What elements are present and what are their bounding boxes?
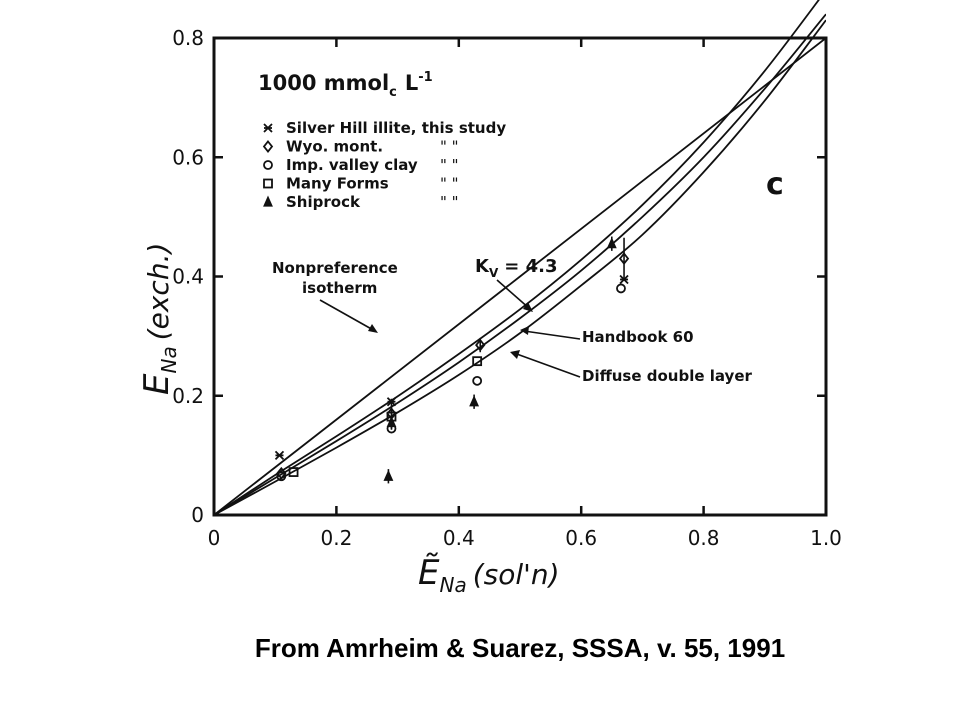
legend-marker-asterisk: [263, 123, 273, 133]
x-tick-label: 1.0: [810, 526, 842, 550]
x-tick-label: 0.2: [320, 526, 352, 550]
annotation-arrowhead: [520, 326, 529, 335]
y-tick-label: 0.6: [172, 145, 204, 169]
legend-label: Shiprock: [286, 193, 361, 211]
data-point-diamond: [475, 338, 486, 352]
x-tick-label: 0: [208, 526, 221, 550]
axis-titles: ẼNa (sol'n) ENa(exch.): [137, 243, 560, 597]
data-point-circle: [472, 375, 483, 386]
annotation-arrowhead: [510, 350, 520, 359]
y-axis-title: ENa(exch.): [137, 243, 181, 395]
curve-kv-4-3: [214, 0, 820, 515]
data-point-circle: [276, 471, 287, 482]
legend-label: Wyo. mont.: [286, 138, 383, 156]
legend-ditto: " ": [440, 156, 459, 174]
legend-ditto: " ": [440, 138, 459, 156]
data-point-square: [472, 356, 483, 367]
data-point-asterisk: [274, 450, 285, 461]
annotation-arrow: [523, 330, 581, 340]
legend-ditto: " ": [440, 175, 459, 193]
y-tick-label: 0.2: [172, 384, 204, 408]
legend-label: Imp. valley clay: [286, 156, 418, 174]
data-point-circle: [616, 283, 626, 294]
x-tick-label: 0.8: [688, 526, 720, 550]
legend-marker-triangle: [263, 195, 273, 207]
data-point-triangle: [383, 469, 394, 481]
annotation-arrowhead: [368, 324, 378, 333]
curve-handbook-60: [214, 13, 826, 515]
data-point-triangle: [386, 416, 397, 428]
annotation-handbook-60: Handbook 60: [582, 328, 694, 346]
legend-label: Silver Hill illite, this study: [286, 119, 506, 137]
legend-marker-circle: [263, 160, 273, 170]
x-tick-label: 0.4: [443, 526, 475, 550]
plot-area: 0 0.2 0.4 0.6 0.8 1.0 0 0.2 0.4 0.6 0.8 Nonpreferen…: [172, 0, 842, 550]
legend-marker-square: [263, 178, 273, 189]
curve-nonpreference-isotherm: [214, 37, 826, 515]
panel-letter: c: [766, 167, 784, 202]
exchange-isotherm-figure: 0 0.2 0.4 0.6 0.8 1.0 0 0.2 0.4 0.6 0.8 Nonpreferen…: [137, 0, 842, 597]
data-point-diamond: [618, 252, 630, 266]
annotation-diffuse-double-layer: Diffuse double layer: [582, 367, 752, 385]
x-tick-label: 0.6: [565, 526, 597, 550]
concentration-label: 1000 mmolc L-1: [258, 70, 433, 100]
legend-label: Many Forms: [286, 175, 389, 193]
y-tick-label: 0.8: [172, 26, 204, 50]
data-points: [274, 236, 630, 484]
annotation-kv: KV = 4.3: [475, 256, 558, 280]
data-point-triangle: [469, 395, 480, 407]
data-point-diamond: [276, 466, 287, 480]
legend: 1000 mmolc L-1 Silver Hill illite, this s…: [258, 70, 506, 211]
x-axis-title: ẼNa (sol'n): [418, 553, 560, 597]
figure-caption: From Amrheim & Suarez, SSSA, v. 55, 1991: [254, 633, 786, 663]
y-tick-label: 0.4: [172, 265, 204, 289]
legend-ditto: " ": [440, 193, 459, 211]
legend-marker-diamond: [262, 140, 274, 153]
annotations: Nonpreference isotherm KV = 4.3 Handbook 60 D…: [272, 256, 752, 385]
annotation-nonpreference: Nonpreference: [272, 259, 398, 277]
annotation-nonpreference: isotherm: [302, 279, 377, 297]
annotation-arrow: [319, 299, 376, 332]
y-tick-label: 0: [191, 503, 204, 527]
data-point-square: [288, 467, 299, 477]
annotation-arrowhead: [523, 302, 533, 312]
annotation-arrow: [496, 279, 531, 310]
data-point-triangle: [606, 237, 617, 249]
annotation-arrow: [513, 352, 581, 378]
